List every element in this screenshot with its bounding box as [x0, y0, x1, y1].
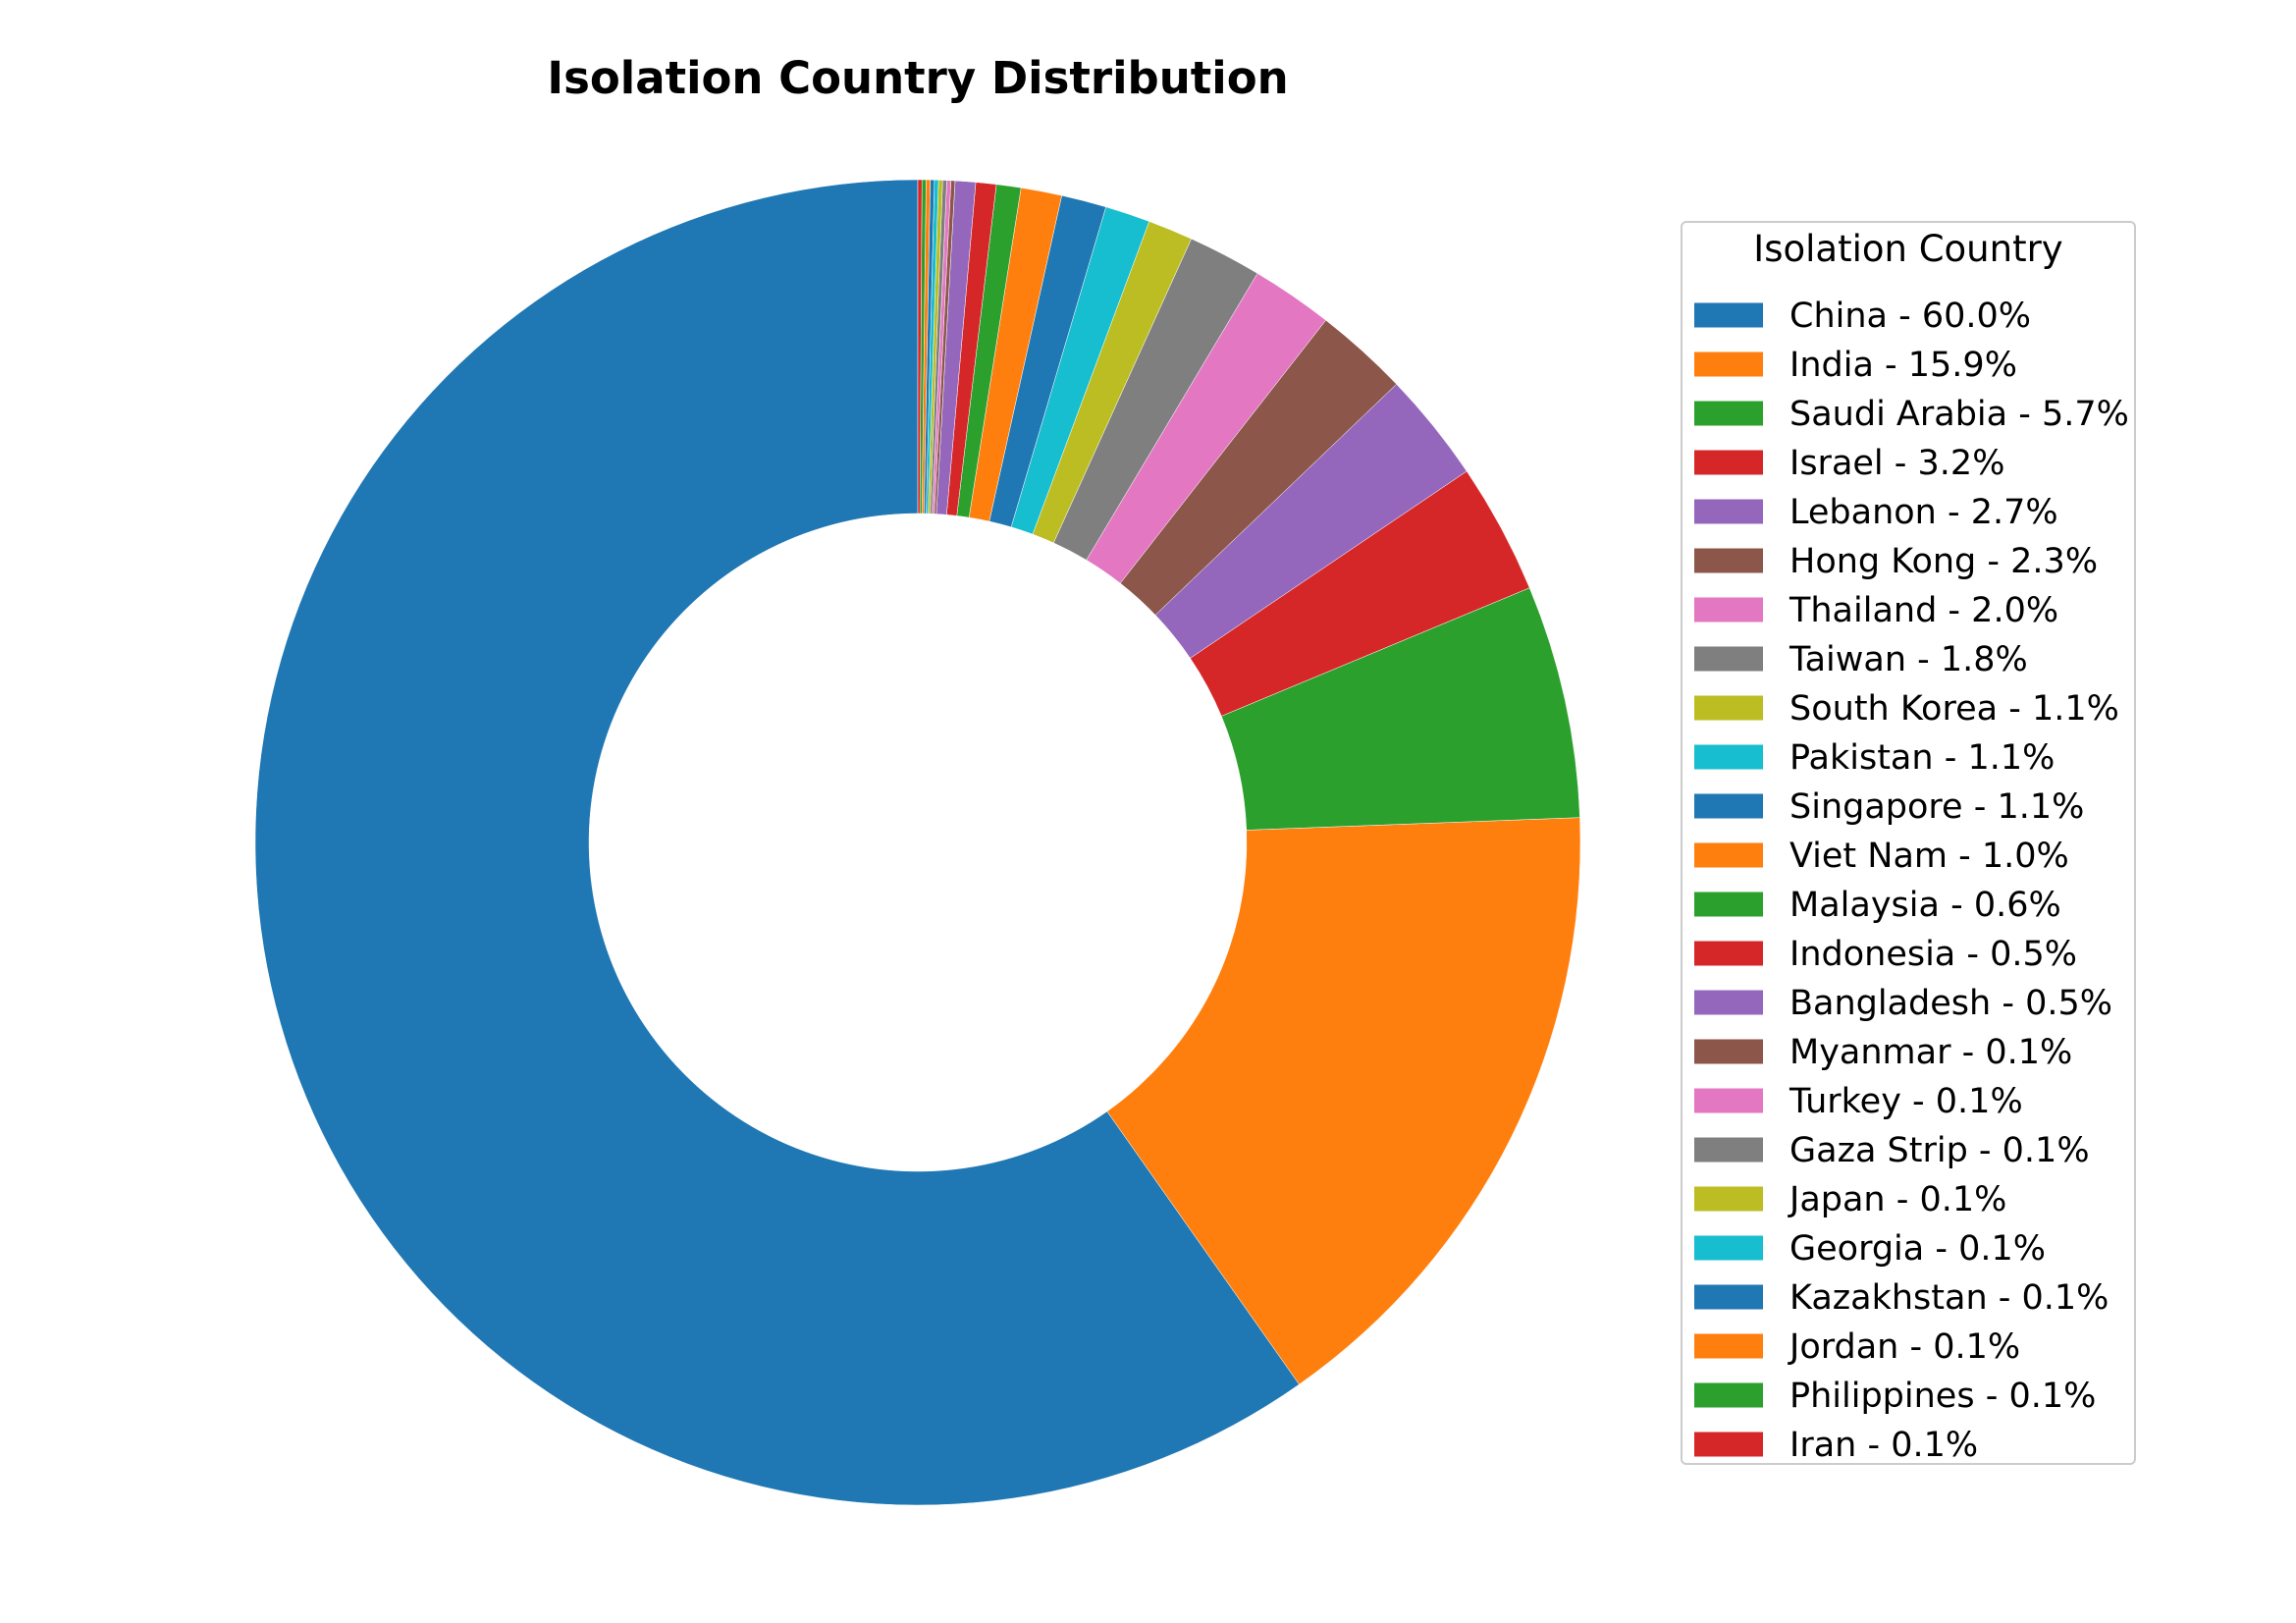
- legend-swatch-israel: [1694, 450, 1763, 475]
- legend-label-jordan: Jordan - 0.1%: [1788, 1327, 2020, 1367]
- legend-label-gaza-strip: Gaza Strip - 0.1%: [1789, 1131, 2090, 1170]
- legend-swatch-turkey: [1694, 1088, 1763, 1113]
- legend-swatch-iran: [1694, 1432, 1763, 1457]
- legend-item-hong-kong: Hong Kong - 2.3%: [1694, 542, 2098, 581]
- legend-title: Isolation Country: [1753, 228, 2062, 270]
- legend-swatch-pakistan: [1694, 744, 1763, 770]
- legend-label-singapore: Singapore - 1.1%: [1789, 787, 2084, 827]
- legend-label-myanmar: Myanmar - 0.1%: [1789, 1033, 2072, 1072]
- legend-swatch-saudi-arabia: [1694, 401, 1763, 426]
- legend-frame: [1681, 221, 2136, 1465]
- legend-item-thailand: Thailand - 2.0%: [1694, 591, 2058, 630]
- legend-label-kazakhstan: Kazakhstan - 0.1%: [1789, 1278, 2109, 1318]
- legend-item-turkey: Turkey - 0.1%: [1694, 1082, 2023, 1121]
- legend-item-iran: Iran - 0.1%: [1694, 1426, 1978, 1465]
- legend-label-israel: Israel - 3.2%: [1789, 444, 2004, 483]
- slice-iran: [917, 179, 923, 514]
- legend-label-bangladesh: Bangladesh - 0.5%: [1789, 984, 2112, 1023]
- legend-swatch-myanmar: [1694, 1039, 1763, 1064]
- legend-label-malaysia: Malaysia - 0.6%: [1789, 886, 2061, 925]
- legend-item-georgia: Georgia - 0.1%: [1694, 1229, 2046, 1269]
- legend-item-myanmar: Myanmar - 0.1%: [1694, 1033, 2072, 1072]
- legend-label-saudi-arabia: Saudi Arabia - 5.7%: [1789, 395, 2129, 434]
- legend-label-thailand: Thailand - 2.0%: [1789, 591, 2058, 630]
- legend-swatch-india: [1694, 352, 1763, 377]
- legend-item-taiwan: Taiwan - 1.8%: [1694, 640, 2028, 679]
- legend-label-indonesia: Indonesia - 0.5%: [1789, 935, 2077, 974]
- slice-india: [1106, 817, 1581, 1385]
- legend-label-japan: Japan - 0.1%: [1788, 1180, 2006, 1219]
- legend-item-japan: Japan - 0.1%: [1694, 1180, 2006, 1219]
- legend-label-lebanon: Lebanon - 2.7%: [1789, 493, 2058, 532]
- legend-swatch-georgia: [1694, 1235, 1763, 1261]
- legend-swatch-china: [1694, 302, 1763, 328]
- legend-item-china: China - 60.0%: [1694, 297, 2031, 336]
- legend-swatch-indonesia: [1694, 941, 1763, 966]
- legend-swatch-malaysia: [1694, 892, 1763, 917]
- slice-china: [254, 179, 1300, 1506]
- chart-title: Isolation Country Distribution: [547, 52, 1288, 104]
- legend-item-viet-nam: Viet Nam - 1.0%: [1694, 837, 2069, 876]
- legend-swatch-japan: [1694, 1186, 1763, 1212]
- legend-item-israel: Israel - 3.2%: [1694, 444, 2004, 483]
- legend-items: China - 60.0% India - 15.9% Saudi Arabia -…: [1694, 297, 2129, 1465]
- legend-swatch-lebanon: [1694, 499, 1763, 524]
- legend-swatch-gaza-strip: [1694, 1137, 1763, 1163]
- legend-item-bangladesh: Bangladesh - 0.5%: [1694, 984, 2112, 1023]
- legend-item-philippines: Philippines - 0.1%: [1694, 1377, 2096, 1416]
- legend-label-viet-nam: Viet Nam - 1.0%: [1789, 837, 2069, 876]
- legend-item-singapore: Singapore - 1.1%: [1694, 787, 2084, 827]
- legend-item-india: India - 15.9%: [1694, 346, 2017, 385]
- legend-item-indonesia: Indonesia - 0.5%: [1694, 935, 2077, 974]
- legend-label-south-korea: South Korea - 1.1%: [1789, 689, 2119, 729]
- donut-slices: [254, 179, 1581, 1506]
- legend: Isolation Country China - 60.0% India - 1…: [1681, 221, 2136, 1465]
- legend-swatch-philippines: [1694, 1382, 1763, 1408]
- legend-item-jordan: Jordan - 0.1%: [1694, 1327, 2020, 1367]
- legend-label-hong-kong: Hong Kong - 2.3%: [1789, 542, 2098, 581]
- legend-swatch-jordan: [1694, 1333, 1763, 1359]
- legend-item-gaza-strip: Gaza Strip - 0.1%: [1694, 1131, 2090, 1170]
- legend-swatch-kazakhstan: [1694, 1284, 1763, 1310]
- legend-item-lebanon: Lebanon - 2.7%: [1694, 493, 2058, 532]
- legend-label-india: India - 15.9%: [1789, 346, 2017, 385]
- legend-item-saudi-arabia: Saudi Arabia - 5.7%: [1694, 395, 2129, 434]
- legend-swatch-singapore: [1694, 793, 1763, 819]
- legend-item-malaysia: Malaysia - 0.6%: [1694, 886, 2061, 925]
- legend-label-taiwan: Taiwan - 1.8%: [1789, 640, 2028, 679]
- legend-swatch-viet-nam: [1694, 842, 1763, 868]
- legend-swatch-bangladesh: [1694, 990, 1763, 1015]
- legend-item-kazakhstan: Kazakhstan - 0.1%: [1694, 1278, 2109, 1318]
- legend-swatch-taiwan: [1694, 646, 1763, 672]
- legend-label-philippines: Philippines - 0.1%: [1789, 1377, 2096, 1416]
- legend-swatch-south-korea: [1694, 695, 1763, 721]
- legend-item-south-korea: South Korea - 1.1%: [1694, 689, 2119, 729]
- legend-swatch-hong-kong: [1694, 548, 1763, 573]
- legend-label-iran: Iran - 0.1%: [1789, 1426, 1978, 1465]
- legend-item-pakistan: Pakistan - 1.1%: [1694, 738, 2055, 778]
- legend-swatch-thailand: [1694, 597, 1763, 622]
- legend-label-turkey: Turkey - 0.1%: [1789, 1082, 2023, 1121]
- legend-label-china: China - 60.0%: [1789, 297, 2031, 336]
- legend-label-georgia: Georgia - 0.1%: [1789, 1229, 2046, 1269]
- legend-label-pakistan: Pakistan - 1.1%: [1789, 738, 2055, 778]
